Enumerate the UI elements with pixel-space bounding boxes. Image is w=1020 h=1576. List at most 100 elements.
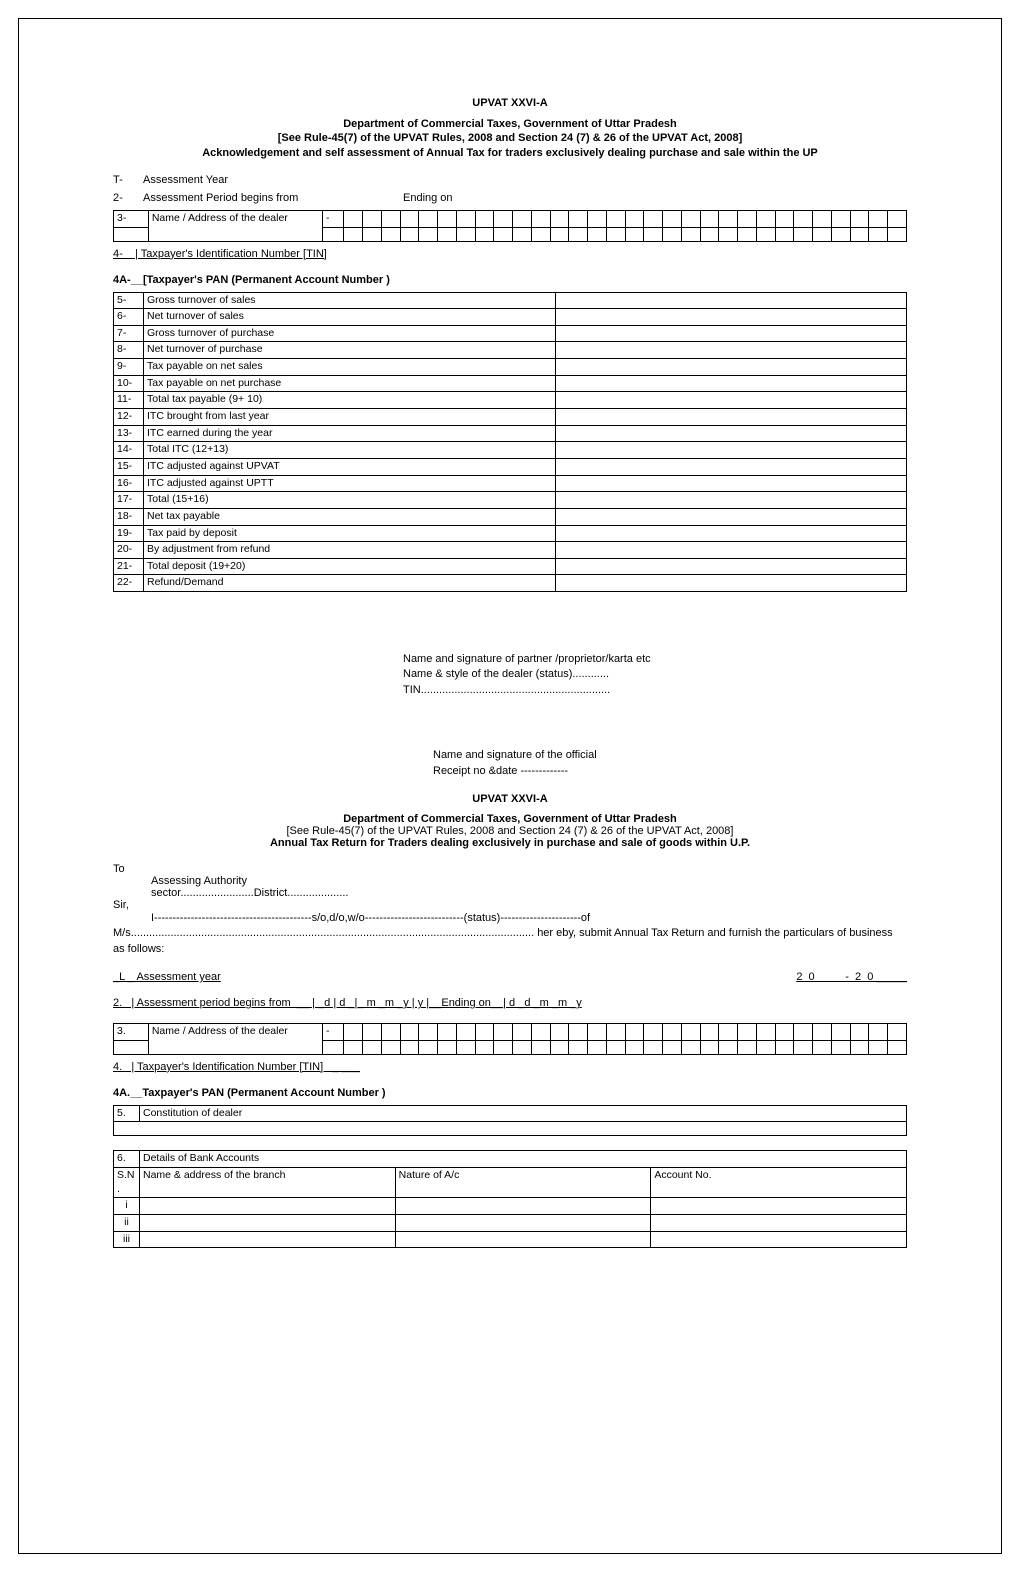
bank-nature[interactable] xyxy=(395,1215,651,1232)
cell-6-num: 6. xyxy=(114,1151,140,1168)
bank-sn: iii xyxy=(114,1231,140,1248)
table-row: 7-Gross turnover of purchase xyxy=(114,325,907,342)
row-label: ITC brought from last year xyxy=(144,409,556,426)
row-value[interactable] xyxy=(556,342,907,359)
row-num: 13- xyxy=(114,425,144,442)
row-label: Tax payable on net sales xyxy=(144,359,556,376)
assessing-authority: Assessing Authority xyxy=(113,875,907,887)
table-row: 21-Total deposit (19+20) xyxy=(114,558,907,575)
row-label: ITC adjusted against UPVAT xyxy=(144,458,556,475)
row-value[interactable] xyxy=(556,325,907,342)
bank-sn: ii xyxy=(114,1215,140,1232)
sector-district: sector........................District..… xyxy=(113,887,907,899)
sig1-line3: TIN.....................................… xyxy=(403,683,907,698)
row-label: Gross turnover of sales xyxy=(144,292,556,309)
table-row: 6-Net turnover of sales xyxy=(114,309,907,326)
row-label: Total ITC (12+13) xyxy=(144,442,556,459)
row-pan: 4A-__[Taxpayer's PAN (Permanent Account … xyxy=(113,274,907,286)
label-assessment-year-2: _L _ Assessment year xyxy=(113,971,221,983)
cell-dash-2: - xyxy=(322,1024,343,1041)
row-value[interactable] xyxy=(556,542,907,559)
row-label: Total deposit (19+20) xyxy=(144,558,556,575)
bank-sn: i xyxy=(114,1198,140,1215)
bank-h-sn: S.N . xyxy=(114,1168,140,1198)
sig2-line1: Name and signature of the official xyxy=(433,748,623,763)
row-num: 10- xyxy=(114,375,144,392)
table-row: 12-ITC brought from last year xyxy=(114,409,907,426)
row-value[interactable] xyxy=(556,292,907,309)
row-num: 5- xyxy=(114,292,144,309)
row-num: 16- xyxy=(114,475,144,492)
row-value[interactable] xyxy=(556,475,907,492)
row-value[interactable] xyxy=(556,458,907,475)
row-value[interactable] xyxy=(556,575,907,592)
row-num: 17- xyxy=(114,492,144,509)
label-ending-on: Ending on xyxy=(403,192,453,204)
bank-nature[interactable] xyxy=(395,1198,651,1215)
bank-branch[interactable] xyxy=(140,1231,396,1248)
table-row: 18-Net tax payable xyxy=(114,508,907,525)
row-label: ITC earned during the year xyxy=(144,425,556,442)
row-value[interactable] xyxy=(556,392,907,409)
row-label: Refund/Demand xyxy=(144,575,556,592)
row-label: By adjustment from refund xyxy=(144,542,556,559)
row-num: 15- xyxy=(114,458,144,475)
dept-title: Department of Commercial Taxes, Governme… xyxy=(113,117,907,131)
table-row: 5-Gross turnover of sales xyxy=(114,292,907,309)
row-value[interactable] xyxy=(556,309,907,326)
declaration-body: I---------------------------------------… xyxy=(113,911,907,957)
dept-title-2: Department of Commercial Taxes, Governme… xyxy=(113,813,907,825)
cell-3-label-2: Name / Address of the dealer xyxy=(148,1024,322,1055)
row-value[interactable] xyxy=(556,425,907,442)
cell-5-num: 5. xyxy=(114,1105,140,1122)
rule-ref-2: [See Rule-45(7) of the UPVAT Rules, 2008… xyxy=(113,825,907,837)
row-num: 18- xyxy=(114,508,144,525)
table-bank: 6. Details of Bank Accounts S.N . Name &… xyxy=(113,1150,907,1248)
table-row: ii xyxy=(114,1215,907,1232)
row-label: Total (15+16) xyxy=(144,492,556,509)
row-num: 12- xyxy=(114,409,144,426)
to-label: To xyxy=(113,863,907,875)
row-tin-2: 4. | Taxpayer's Identification Number [T… xyxy=(113,1061,907,1073)
row-value[interactable] xyxy=(556,409,907,426)
num-2: 2- xyxy=(113,192,143,204)
row-num: 22- xyxy=(114,575,144,592)
row-num: 19- xyxy=(114,525,144,542)
cell-5-label: Constitution of dealer xyxy=(140,1105,907,1122)
rule-ref: [See Rule-45(7) of the UPVAT Rules, 2008… xyxy=(113,131,907,145)
row-value[interactable] xyxy=(556,492,907,509)
table-constitution: 5. Constitution of dealer xyxy=(113,1105,907,1137)
label-period-begins: Assessment Period begins from xyxy=(143,192,403,204)
row-num: 11- xyxy=(114,392,144,409)
bank-h-account: Account No. xyxy=(651,1168,907,1198)
bank-branch[interactable] xyxy=(140,1198,396,1215)
row-value[interactable] xyxy=(556,442,907,459)
table-row: 17-Total (15+16) xyxy=(114,492,907,509)
cell-constitution-value[interactable] xyxy=(114,1122,907,1136)
row-value[interactable] xyxy=(556,508,907,525)
row-value[interactable] xyxy=(556,359,907,376)
row-label: Gross turnover of purchase xyxy=(144,325,556,342)
row-label: Total tax payable (9+ 10) xyxy=(144,392,556,409)
bank-account[interactable] xyxy=(651,1231,907,1248)
table-row: 20-By adjustment from refund xyxy=(114,542,907,559)
bank-account[interactable] xyxy=(651,1198,907,1215)
bank-branch[interactable] xyxy=(140,1215,396,1232)
form-code-2: UPVAT XXVI-A xyxy=(113,793,907,805)
table-row: 9-Tax payable on net sales xyxy=(114,359,907,376)
row-num: 14- xyxy=(114,442,144,459)
signature-block-2: Name and signature of the official Recei… xyxy=(433,748,623,779)
cell-dash: - xyxy=(322,210,343,227)
bank-account[interactable] xyxy=(651,1215,907,1232)
row-num: 20- xyxy=(114,542,144,559)
table-row: 22-Refund/Demand xyxy=(114,575,907,592)
cell-3-num: 3- xyxy=(114,210,149,227)
row-num: 21- xyxy=(114,558,144,575)
row-assessment-period-2: 2. | Assessment period begins from __ | … xyxy=(113,997,907,1009)
form-code: UPVAT XXVI-A xyxy=(113,97,907,109)
row-value[interactable] xyxy=(556,525,907,542)
row-value[interactable] xyxy=(556,558,907,575)
bank-nature[interactable] xyxy=(395,1231,651,1248)
row-value[interactable] xyxy=(556,375,907,392)
row-label: Tax payable on net purchase xyxy=(144,375,556,392)
